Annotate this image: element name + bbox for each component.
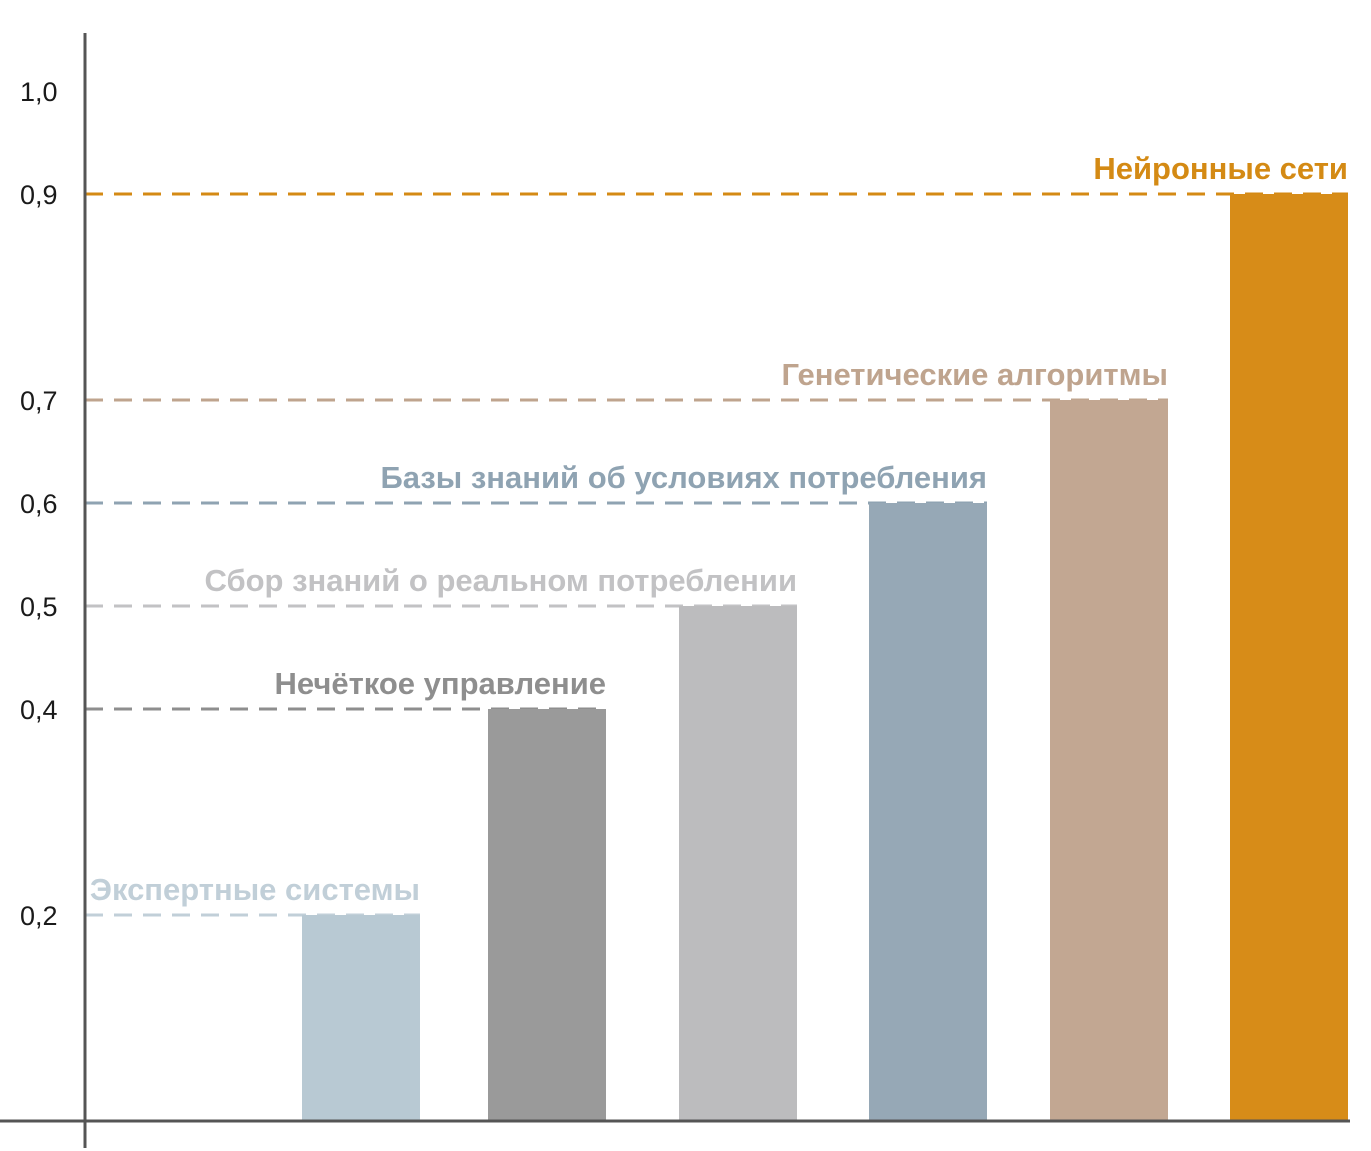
bar-label: Генетические алгоритмы xyxy=(782,357,1169,392)
y-tick-label: 1,0 xyxy=(20,77,58,107)
line-mask xyxy=(1348,191,1351,197)
bar xyxy=(869,503,987,1121)
bar-label: Экспертные системы xyxy=(90,872,420,907)
y-tick-label: 0,4 xyxy=(20,695,58,725)
bar-label: Нечёткое управление xyxy=(274,666,606,701)
y-tick-label: 0,2 xyxy=(20,901,58,931)
bar xyxy=(1230,194,1348,1121)
bars xyxy=(302,194,1348,1121)
y-tick-label: 0,9 xyxy=(20,180,58,210)
bar-label: Сбор знаний о реальном потреблении xyxy=(204,563,797,598)
line-mask xyxy=(987,500,1351,506)
bar xyxy=(679,606,797,1121)
y-axis-ticks: 0,2 0,4 0,5 0,6 0,7 0,9 1,0 xyxy=(20,77,58,931)
bar-labels: Экспертные системы Нечёткое управление Сбо… xyxy=(90,151,1348,907)
y-tick-label: 0,7 xyxy=(20,386,58,416)
bar-label: Базы знаний об условиях потребления xyxy=(380,460,987,495)
bar-label: Нейронные сети xyxy=(1093,151,1348,186)
y-tick-label: 0,6 xyxy=(20,489,58,519)
bar xyxy=(1050,400,1168,1121)
bar xyxy=(302,915,420,1121)
y-tick-label: 0,5 xyxy=(20,592,58,622)
bar xyxy=(488,709,606,1121)
